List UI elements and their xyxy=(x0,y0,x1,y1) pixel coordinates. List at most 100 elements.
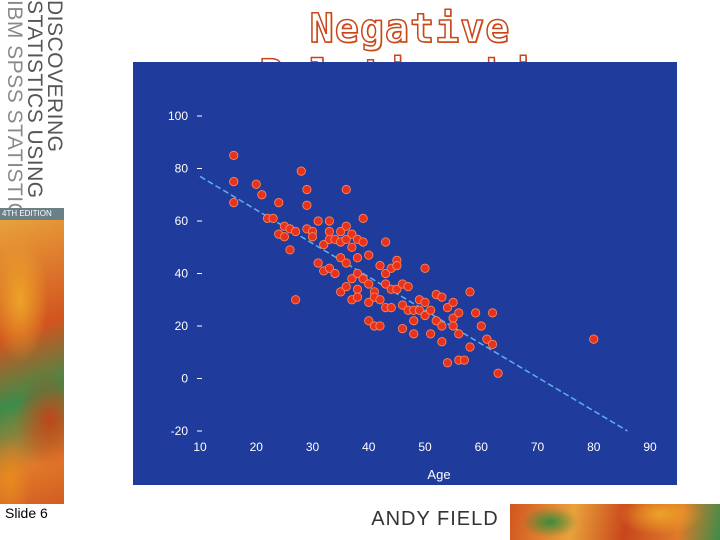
data-point xyxy=(448,297,458,307)
data-point xyxy=(454,329,464,339)
cover-title-line-1: DISCOVERING xyxy=(43,0,64,153)
data-point xyxy=(375,321,385,331)
data-point xyxy=(397,300,408,310)
data-point xyxy=(358,274,368,284)
data-point xyxy=(392,261,402,271)
data-point xyxy=(307,232,318,242)
edition-label: 4TH EDITION xyxy=(0,208,64,220)
data-point xyxy=(319,240,329,250)
data-point xyxy=(426,329,436,339)
x-tick-label: 20 xyxy=(250,440,264,454)
data-point xyxy=(358,213,368,223)
cover-artwork xyxy=(0,220,64,540)
data-point xyxy=(420,263,430,273)
data-point xyxy=(381,268,391,279)
data-point xyxy=(279,232,289,242)
data-point xyxy=(442,303,453,313)
data-point xyxy=(397,324,408,334)
data-point xyxy=(229,177,239,187)
data-point xyxy=(403,282,413,292)
x-tick-label: 80 xyxy=(587,440,601,454)
data-point xyxy=(341,234,351,244)
x-tick-label: 40 xyxy=(362,440,376,454)
data-point xyxy=(336,253,346,263)
data-point xyxy=(296,166,306,176)
data-point xyxy=(341,184,351,195)
x-axis-label: Age xyxy=(427,467,450,482)
author-name: ANDY FIELD xyxy=(371,508,499,530)
footer-artwork xyxy=(510,504,720,540)
slide-number-label: Slide 6 xyxy=(0,504,64,540)
data-point xyxy=(487,339,498,349)
cover-title-line-2: STATISTICS USING xyxy=(23,0,46,199)
data-point xyxy=(341,221,351,231)
data-point xyxy=(229,150,239,160)
data-point xyxy=(268,213,278,223)
data-point xyxy=(285,245,295,255)
x-tick-label: 60 xyxy=(475,440,489,454)
data-point xyxy=(442,358,453,368)
data-point xyxy=(420,310,430,321)
data-point xyxy=(257,190,267,200)
data-point xyxy=(274,198,284,208)
data-point xyxy=(352,268,363,279)
data-point xyxy=(471,308,481,318)
y-tick-label: -20 xyxy=(171,424,189,438)
data-point xyxy=(336,287,346,297)
data-point xyxy=(465,342,475,352)
data-point xyxy=(437,292,447,302)
data-point xyxy=(324,263,334,273)
data-point xyxy=(465,287,475,297)
data-point xyxy=(487,308,498,318)
x-tick-label: 70 xyxy=(531,440,545,454)
data-point xyxy=(409,329,419,339)
data-point xyxy=(352,292,363,302)
data-point xyxy=(324,226,334,237)
data-point xyxy=(381,279,391,289)
book-cover-title: DISCOVERING STATISTICS USING IBM SPSS ST… xyxy=(0,0,64,233)
data-point xyxy=(251,179,261,189)
data-point xyxy=(302,184,312,195)
data-point xyxy=(386,303,396,313)
scatter-chart-panel: -20 0 20 40 60 80 100 10 20 30 40 50 60 70 80 90 Age xyxy=(133,62,677,485)
data-point xyxy=(313,258,323,268)
data-point xyxy=(476,321,486,331)
data-point xyxy=(482,334,492,344)
x-tick-label: 50 xyxy=(418,440,432,454)
data-point xyxy=(431,316,441,326)
data-point xyxy=(364,279,374,289)
data-point xyxy=(341,258,351,268)
data-point xyxy=(392,284,402,294)
x-tick-label: 30 xyxy=(306,440,320,454)
x-tick-label: 10 xyxy=(193,440,207,454)
data-point xyxy=(352,284,363,294)
data-point xyxy=(459,355,469,365)
data-point xyxy=(409,316,419,326)
y-tick-label: 20 xyxy=(175,319,189,333)
data-point xyxy=(437,337,447,347)
data-point xyxy=(454,308,464,318)
data-point xyxy=(291,226,301,237)
data-point xyxy=(414,305,424,315)
y-tick-label: 100 xyxy=(168,109,188,123)
data-point xyxy=(381,237,391,247)
data-point xyxy=(347,229,357,239)
data-point xyxy=(420,297,430,307)
data-point xyxy=(336,226,346,237)
data-point xyxy=(341,282,351,292)
data-point xyxy=(364,316,374,326)
book-cover-strip: DISCOVERING STATISTICS USING IBM SPSS ST… xyxy=(0,0,64,540)
data-point xyxy=(313,216,323,226)
y-tick-label: 80 xyxy=(175,162,189,176)
data-point xyxy=(291,295,301,305)
scatter-chart: -20 0 20 40 60 80 100 10 20 30 40 50 60 70 80 90 Age xyxy=(168,109,657,482)
data-point xyxy=(364,297,374,307)
data-point xyxy=(589,334,599,344)
data-point xyxy=(493,368,503,378)
data-point xyxy=(448,321,458,331)
data-point xyxy=(437,321,447,331)
data-point xyxy=(229,198,239,208)
regression-line xyxy=(199,175,628,432)
y-tick-label: 0 xyxy=(181,372,188,386)
data-point xyxy=(324,216,334,226)
